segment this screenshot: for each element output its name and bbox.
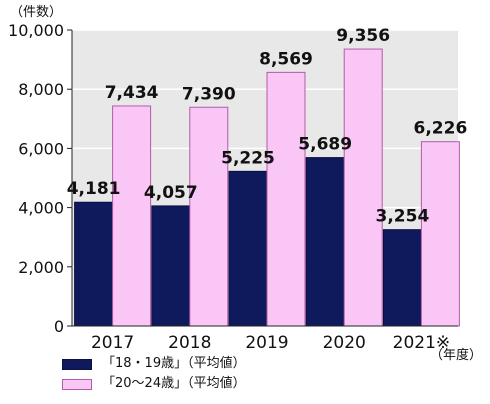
legend-swatch-18-19 [62,358,92,370]
legend-item-20-24: 「20～24歳」（平均値） [62,374,246,394]
y-tick-label: 0 [54,317,64,336]
bar-20-24 [112,105,152,327]
legend-swatch-20-24 [62,378,92,390]
legend-label-18-19: 「18・19歳」（平均値） [102,356,246,371]
x-tick-label: 2019 [245,333,288,353]
legend-item-18-19: 「18・19歳」（平均値） [62,354,246,374]
legend: 「18・19歳」（平均値） 「20～24歳」（平均値） [62,354,246,394]
y-tick-label: 8,000 [18,80,64,99]
data-label-18-19: 4,057 [144,183,198,203]
data-label-18-19: 4,181 [67,179,121,199]
y-tick-label: 10,000 [8,21,64,40]
data-labels: 4,181 7,434 4,057 7,390 5,225 8,569 5,689 9,356… [67,26,468,227]
y-tick-label: 4,000 [18,199,64,218]
bar-18-19 [74,201,114,327]
x-tick-label: 2020 [323,333,366,353]
y-tick-label: 6,000 [18,139,64,158]
bar-20-24 [420,141,460,327]
x-tick-label: 2021※ [393,333,451,353]
x-tick-label: 2017 [91,333,134,353]
y-axis-ticks: 0 2,000 4,000 6,000 8,000 10,000 [8,21,72,336]
data-label-20-24: 9,356 [336,26,390,46]
bar-20-24 [343,48,383,327]
data-label-18-19: 5,225 [221,148,275,168]
bar-18-19 [151,205,191,327]
data-label-20-24: 6,226 [414,119,468,139]
data-label-20-24: 8,569 [259,49,313,69]
y-tick-label: 2,000 [18,258,64,277]
x-axis-unit: （年度） [430,348,483,363]
data-label-20-24: 7,434 [105,83,159,103]
legend-label-20-24: 「20～24歳」（平均値） [102,376,246,391]
x-axis-ticks: 2017 2018 2019 2020 2021※ [91,333,450,353]
x-tick-label: 2018 [168,333,211,353]
data-label-18-19: 5,689 [298,135,352,155]
bar-18-19 [382,229,422,327]
y-axis-unit: （件数） [10,5,62,20]
bar-18-19 [305,157,345,327]
bars [74,48,460,327]
bar-20-24 [266,71,306,327]
data-label-20-24: 7,390 [182,84,236,104]
bar-20-24 [189,106,229,327]
bar-18-19 [228,170,268,327]
data-label-18-19: 3,254 [376,207,430,227]
